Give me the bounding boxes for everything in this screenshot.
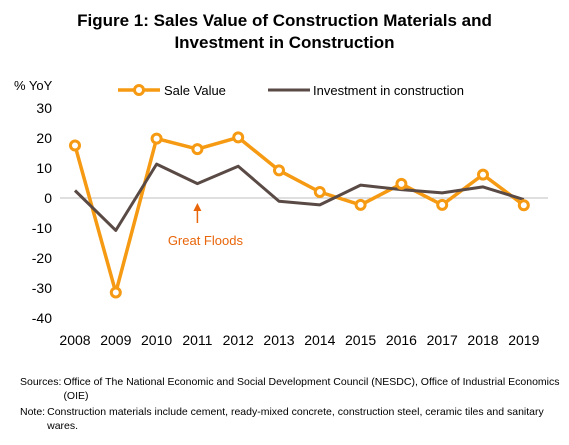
note-row: Note: Construction materials include cem… xyxy=(20,405,560,433)
y-tick-label: 30 xyxy=(36,100,52,116)
series-line xyxy=(73,162,525,232)
data-point xyxy=(517,199,530,212)
series-line xyxy=(73,135,525,295)
y-axis-label: % YoY xyxy=(14,78,53,93)
chart-title: Figure 1: Sales Value of Construction Ma… xyxy=(0,10,569,54)
y-tick-label: -40 xyxy=(32,310,52,326)
sources-label: Sources: xyxy=(20,376,62,388)
data-point xyxy=(69,139,81,152)
note-label: Note: xyxy=(20,406,46,418)
x-tick-label: 2013 xyxy=(263,332,294,348)
data-point xyxy=(191,143,204,156)
footnotes: Sources: Office of The National Economic… xyxy=(20,375,560,433)
x-tick-label: 2015 xyxy=(345,332,376,348)
y-tick-label: -20 xyxy=(32,250,52,266)
x-tick-label: 2016 xyxy=(386,332,417,348)
legend-label-investment: Investment in construction xyxy=(313,83,464,98)
x-tick-label: 2011 xyxy=(182,332,212,348)
x-tick-label: 2012 xyxy=(223,332,254,348)
y-tick-label: -30 xyxy=(32,280,52,296)
y-tick-label: -10 xyxy=(32,220,52,236)
y-tick-label: 0 xyxy=(44,190,52,206)
x-tick-label: 2010 xyxy=(141,332,172,348)
x-tick-label: 2014 xyxy=(304,332,335,348)
data-point xyxy=(313,186,326,198)
legend-marker-sale-value xyxy=(133,84,145,96)
data-point xyxy=(436,198,449,211)
annotation-arrow-head xyxy=(193,203,202,211)
legend-label-sale-value: Sale Value xyxy=(164,83,226,98)
note-text: Construction materials include cement, r… xyxy=(47,406,544,432)
y-tick-label: 20 xyxy=(36,130,52,146)
data-point xyxy=(395,177,408,190)
x-tick-label: 2008 xyxy=(59,332,90,348)
chart-title-line-2: Investment in Construction xyxy=(174,33,395,52)
data-point xyxy=(273,164,285,177)
data-point xyxy=(150,132,163,145)
x-tick-label: 2017 xyxy=(427,332,458,348)
x-tick-label: 2019 xyxy=(508,332,539,348)
data-point xyxy=(232,131,245,144)
x-tick-label: 2009 xyxy=(100,332,131,348)
data-point xyxy=(477,168,489,181)
sources-row: Sources: Office of The National Economic… xyxy=(20,375,560,403)
chart-title-line-1: Figure 1: Sales Value of Construction Ma… xyxy=(77,11,492,30)
x-tick-label: 2018 xyxy=(467,332,498,348)
y-tick-label: 10 xyxy=(36,160,52,176)
sources-text: Office of The National Economic and Soci… xyxy=(63,376,560,402)
annotation-great-floods: Great Floods xyxy=(168,233,244,248)
data-point xyxy=(354,198,367,211)
data-point xyxy=(109,286,122,299)
